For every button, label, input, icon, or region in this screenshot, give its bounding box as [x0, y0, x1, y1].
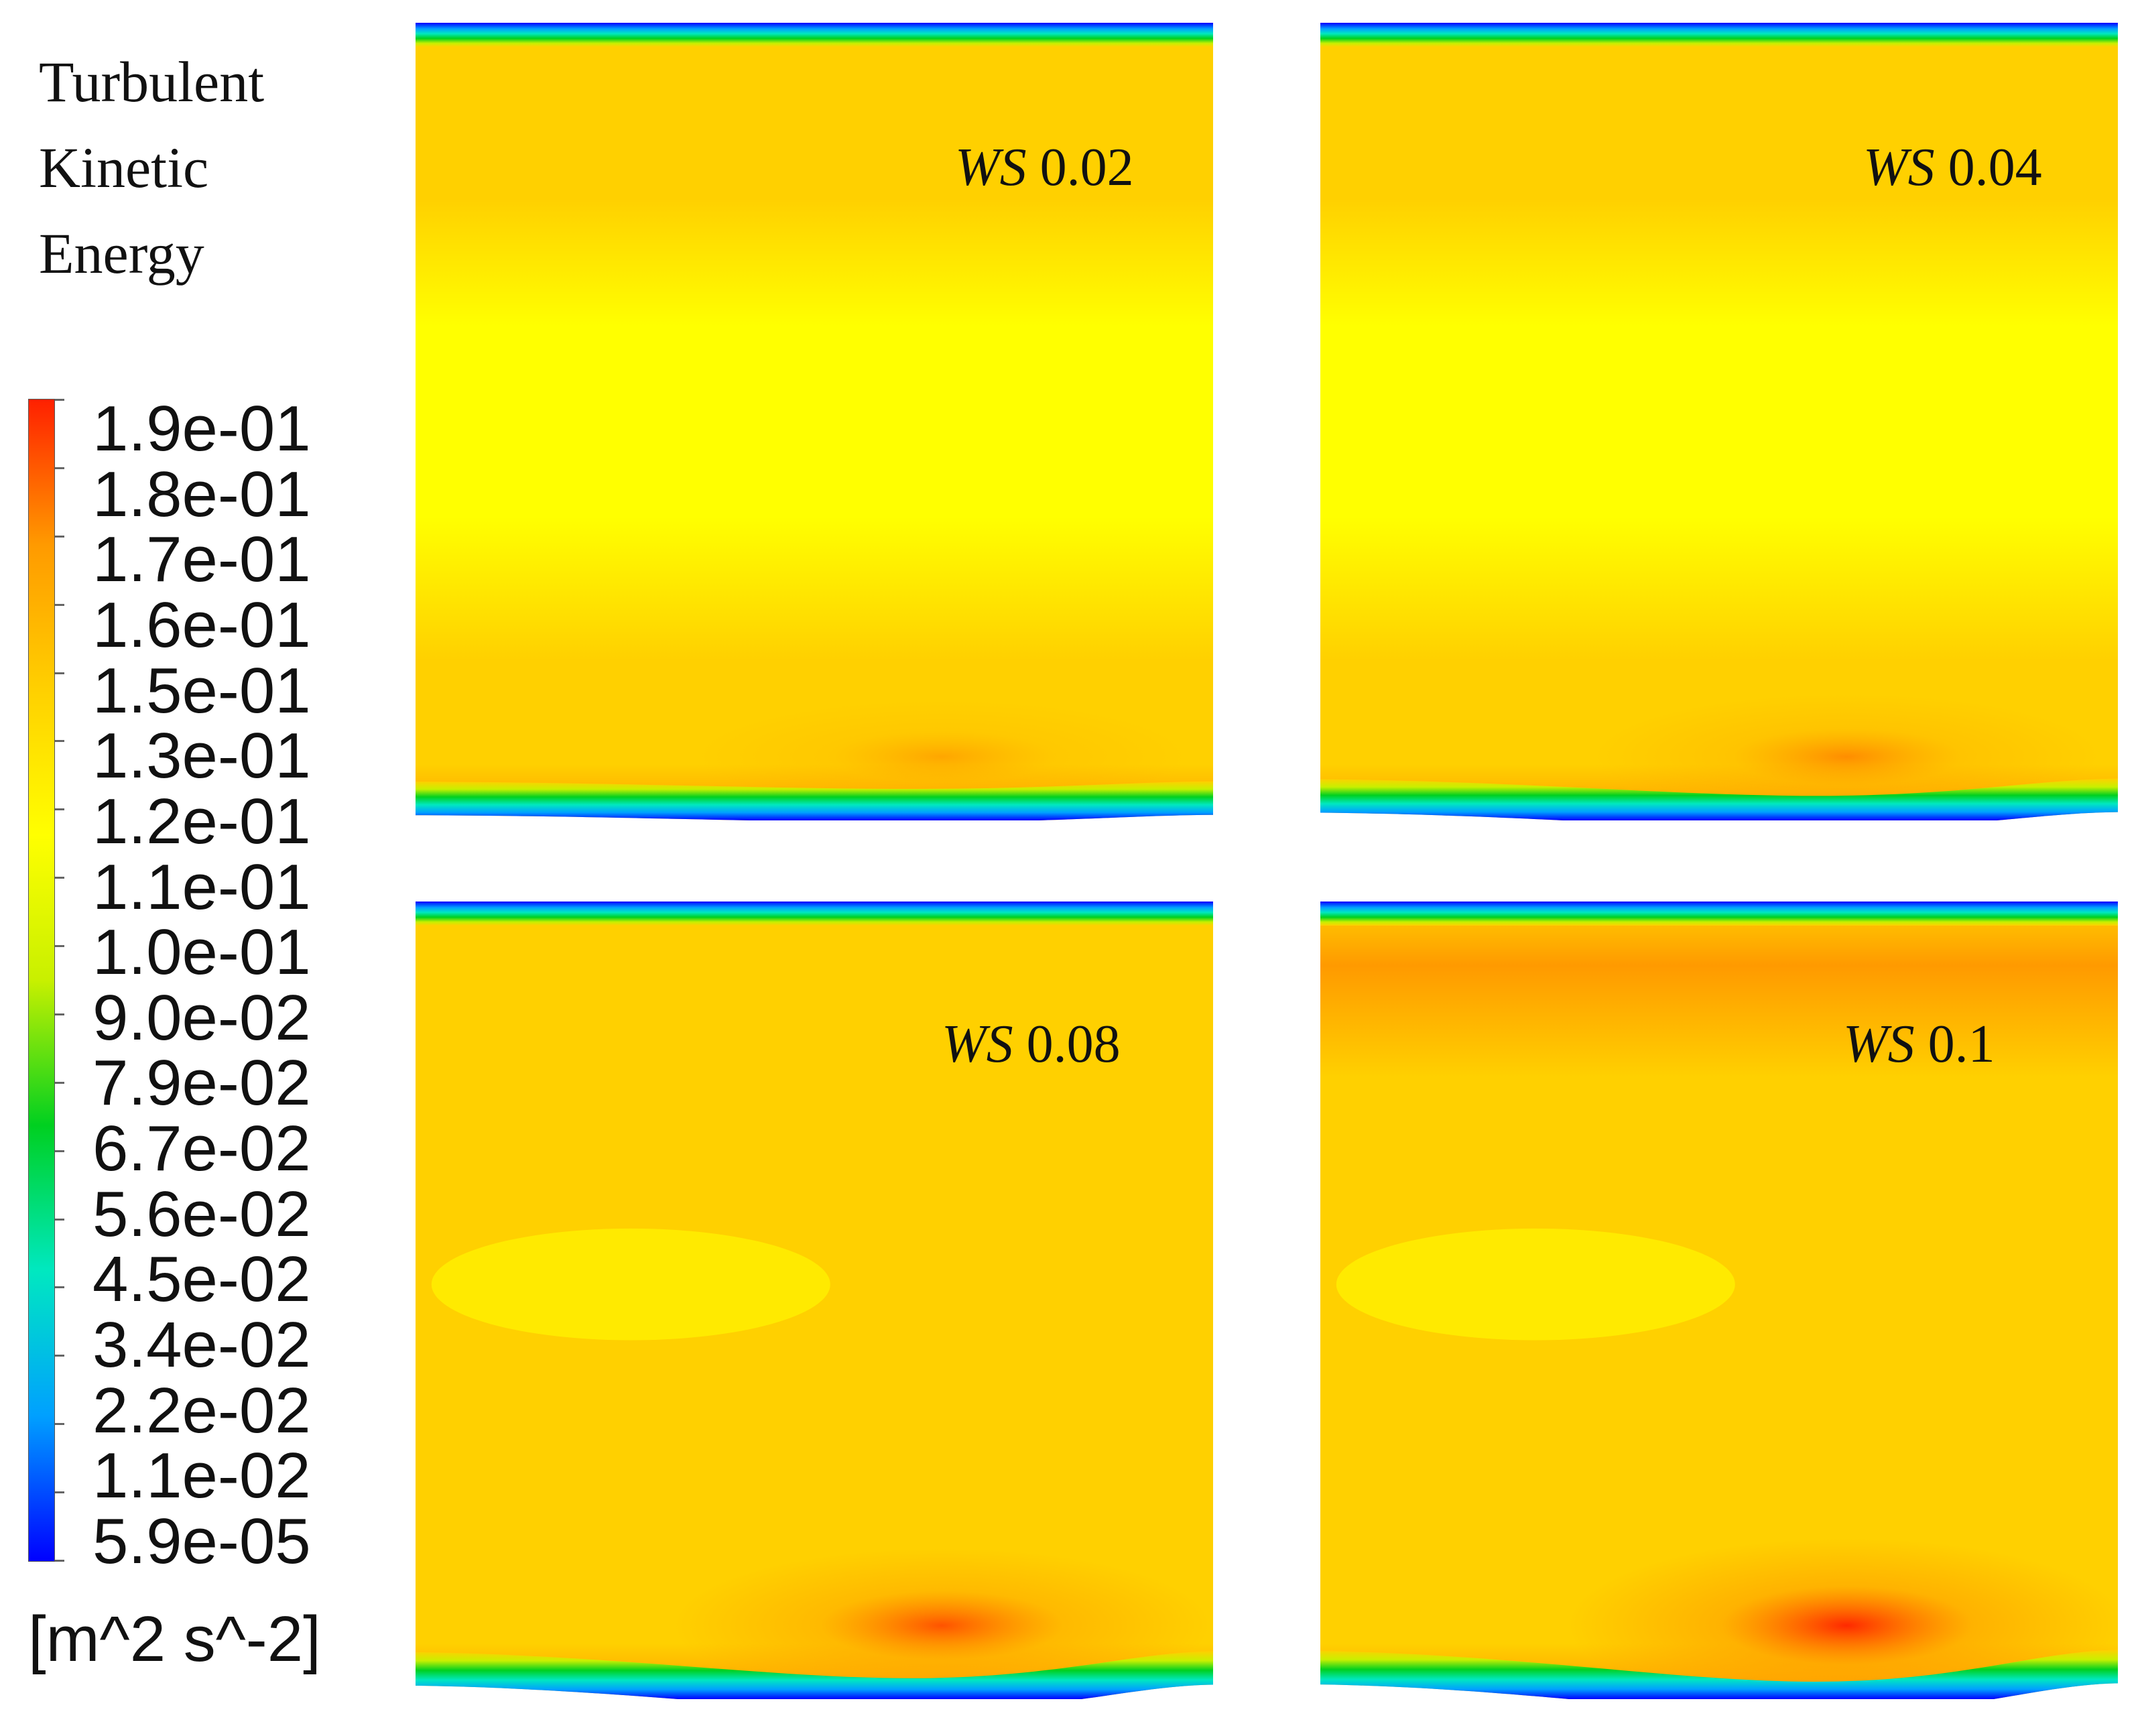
- colorbar-tick-label: 7.9e-02: [92, 1047, 311, 1119]
- colorbar-tick-label: 1.3e-01: [92, 720, 311, 792]
- colorbar-tick-label: 1.8e-01: [92, 458, 311, 530]
- colorbar-tick-mark: [55, 603, 64, 606]
- bottom-wall-boundary-layer: [416, 781, 1213, 820]
- tke-core-ellipse: [431, 1228, 830, 1341]
- top-wall-boundary-layer: [1320, 902, 2118, 926]
- colorbar-tick-label: 1.7e-01: [92, 523, 311, 596]
- colorbar-tick-label: 1.9e-01: [92, 393, 311, 464]
- panel-label-ws-0-02: WS 0.02: [955, 138, 1134, 197]
- colorbar-tick-label: 9.0e-02: [92, 981, 311, 1054]
- tke-core-field: [416, 23, 1213, 820]
- contour-svg: [416, 23, 1213, 820]
- colorbar-tick-mark: [55, 1355, 64, 1357]
- colorbar-tick-mark: [55, 399, 64, 401]
- contour-svg: [416, 902, 1213, 1699]
- bottom-wall-boundary-layer: [416, 1651, 1213, 1699]
- colorbar-tick-label: 1.6e-01: [92, 588, 311, 661]
- contour-panel-ws-0-02: [416, 23, 1213, 820]
- colorbar-tick-label: 3.4e-02: [92, 1309, 311, 1381]
- colorbar-tick-mark: [55, 467, 64, 469]
- colorbar-tick-label: 4.5e-02: [92, 1243, 311, 1316]
- panel-label-ws-0-1: WS 0.1: [1843, 1015, 1995, 1074]
- tke-core-field: [1320, 23, 2118, 820]
- contour-svg: [1320, 902, 2118, 1699]
- title-line-3: Energy: [39, 221, 204, 286]
- contour-svg: [1320, 23, 2118, 820]
- tke-peak-region: [672, 1548, 1212, 1699]
- colorbar-tick-mark: [55, 1560, 64, 1562]
- colorbar-tick-label: 1.0e-01: [92, 916, 311, 989]
- top-wall-boundary-layer: [1320, 23, 2118, 47]
- contour-panel-ws-0-1: [1320, 902, 2118, 1699]
- title-line-2: Kinetic: [39, 135, 209, 200]
- colorbar-tick-mark: [55, 1150, 64, 1152]
- tke-peak-region: [1591, 694, 2102, 820]
- panel-label-ws-0-08: WS 0.08: [942, 1015, 1121, 1074]
- contour-panel-ws-0-04: [1320, 23, 2118, 820]
- colorbar-tick-label: 5.9e-05: [92, 1505, 311, 1577]
- colorbar-tick-mark: [55, 1286, 64, 1289]
- colorbar-units: [m^2 s^-2]: [28, 1603, 321, 1675]
- colorbar-tick-mark: [55, 740, 64, 743]
- colorbar-tick-mark: [55, 1218, 64, 1221]
- colorbar-tick-label: 1.1e-01: [92, 851, 311, 923]
- contour-panel-ws-0-08: [416, 902, 1213, 1699]
- colorbar-tick-mark: [55, 1013, 64, 1015]
- panel-label-ws-0-04: WS 0.04: [1863, 138, 2042, 197]
- title-line-1: Turbulent: [39, 50, 265, 114]
- colorbar: [28, 399, 55, 1562]
- top-wall-boundary-layer: [416, 23, 1213, 47]
- tke-core-ellipse: [1336, 1228, 1735, 1341]
- colorbar-tick-mark: [55, 1081, 64, 1084]
- colorbar-tick-mark: [55, 945, 64, 948]
- colorbar-tick-label: 1.5e-01: [92, 654, 311, 727]
- colorbar-tick-label: 6.7e-02: [92, 1113, 311, 1185]
- colorbar-tick-label: 1.1e-02: [92, 1440, 311, 1512]
- colorbar-tick-mark: [55, 672, 64, 674]
- colorbar-tick-label: 1.2e-01: [92, 785, 311, 857]
- colorbar-tick-mark: [55, 877, 64, 879]
- tke-peak-region: [692, 700, 1192, 814]
- colorbar-tick-mark: [55, 1491, 64, 1494]
- colorbar-tick-mark: [55, 535, 64, 538]
- colorbar-title: Turbulent Kinetic Energy: [39, 39, 264, 296]
- colorbar-tick-mark: [55, 808, 64, 811]
- bottom-wall-boundary-layer: [1320, 1650, 2118, 1699]
- bottom-wall-boundary-layer: [1320, 778, 2118, 820]
- top-wall-boundary-layer: [416, 902, 1213, 926]
- colorbar-tick-label: 5.6e-02: [92, 1178, 311, 1250]
- colorbar-tick-mark: [55, 1423, 64, 1426]
- colorbar-tick-label: 2.2e-02: [92, 1374, 311, 1446]
